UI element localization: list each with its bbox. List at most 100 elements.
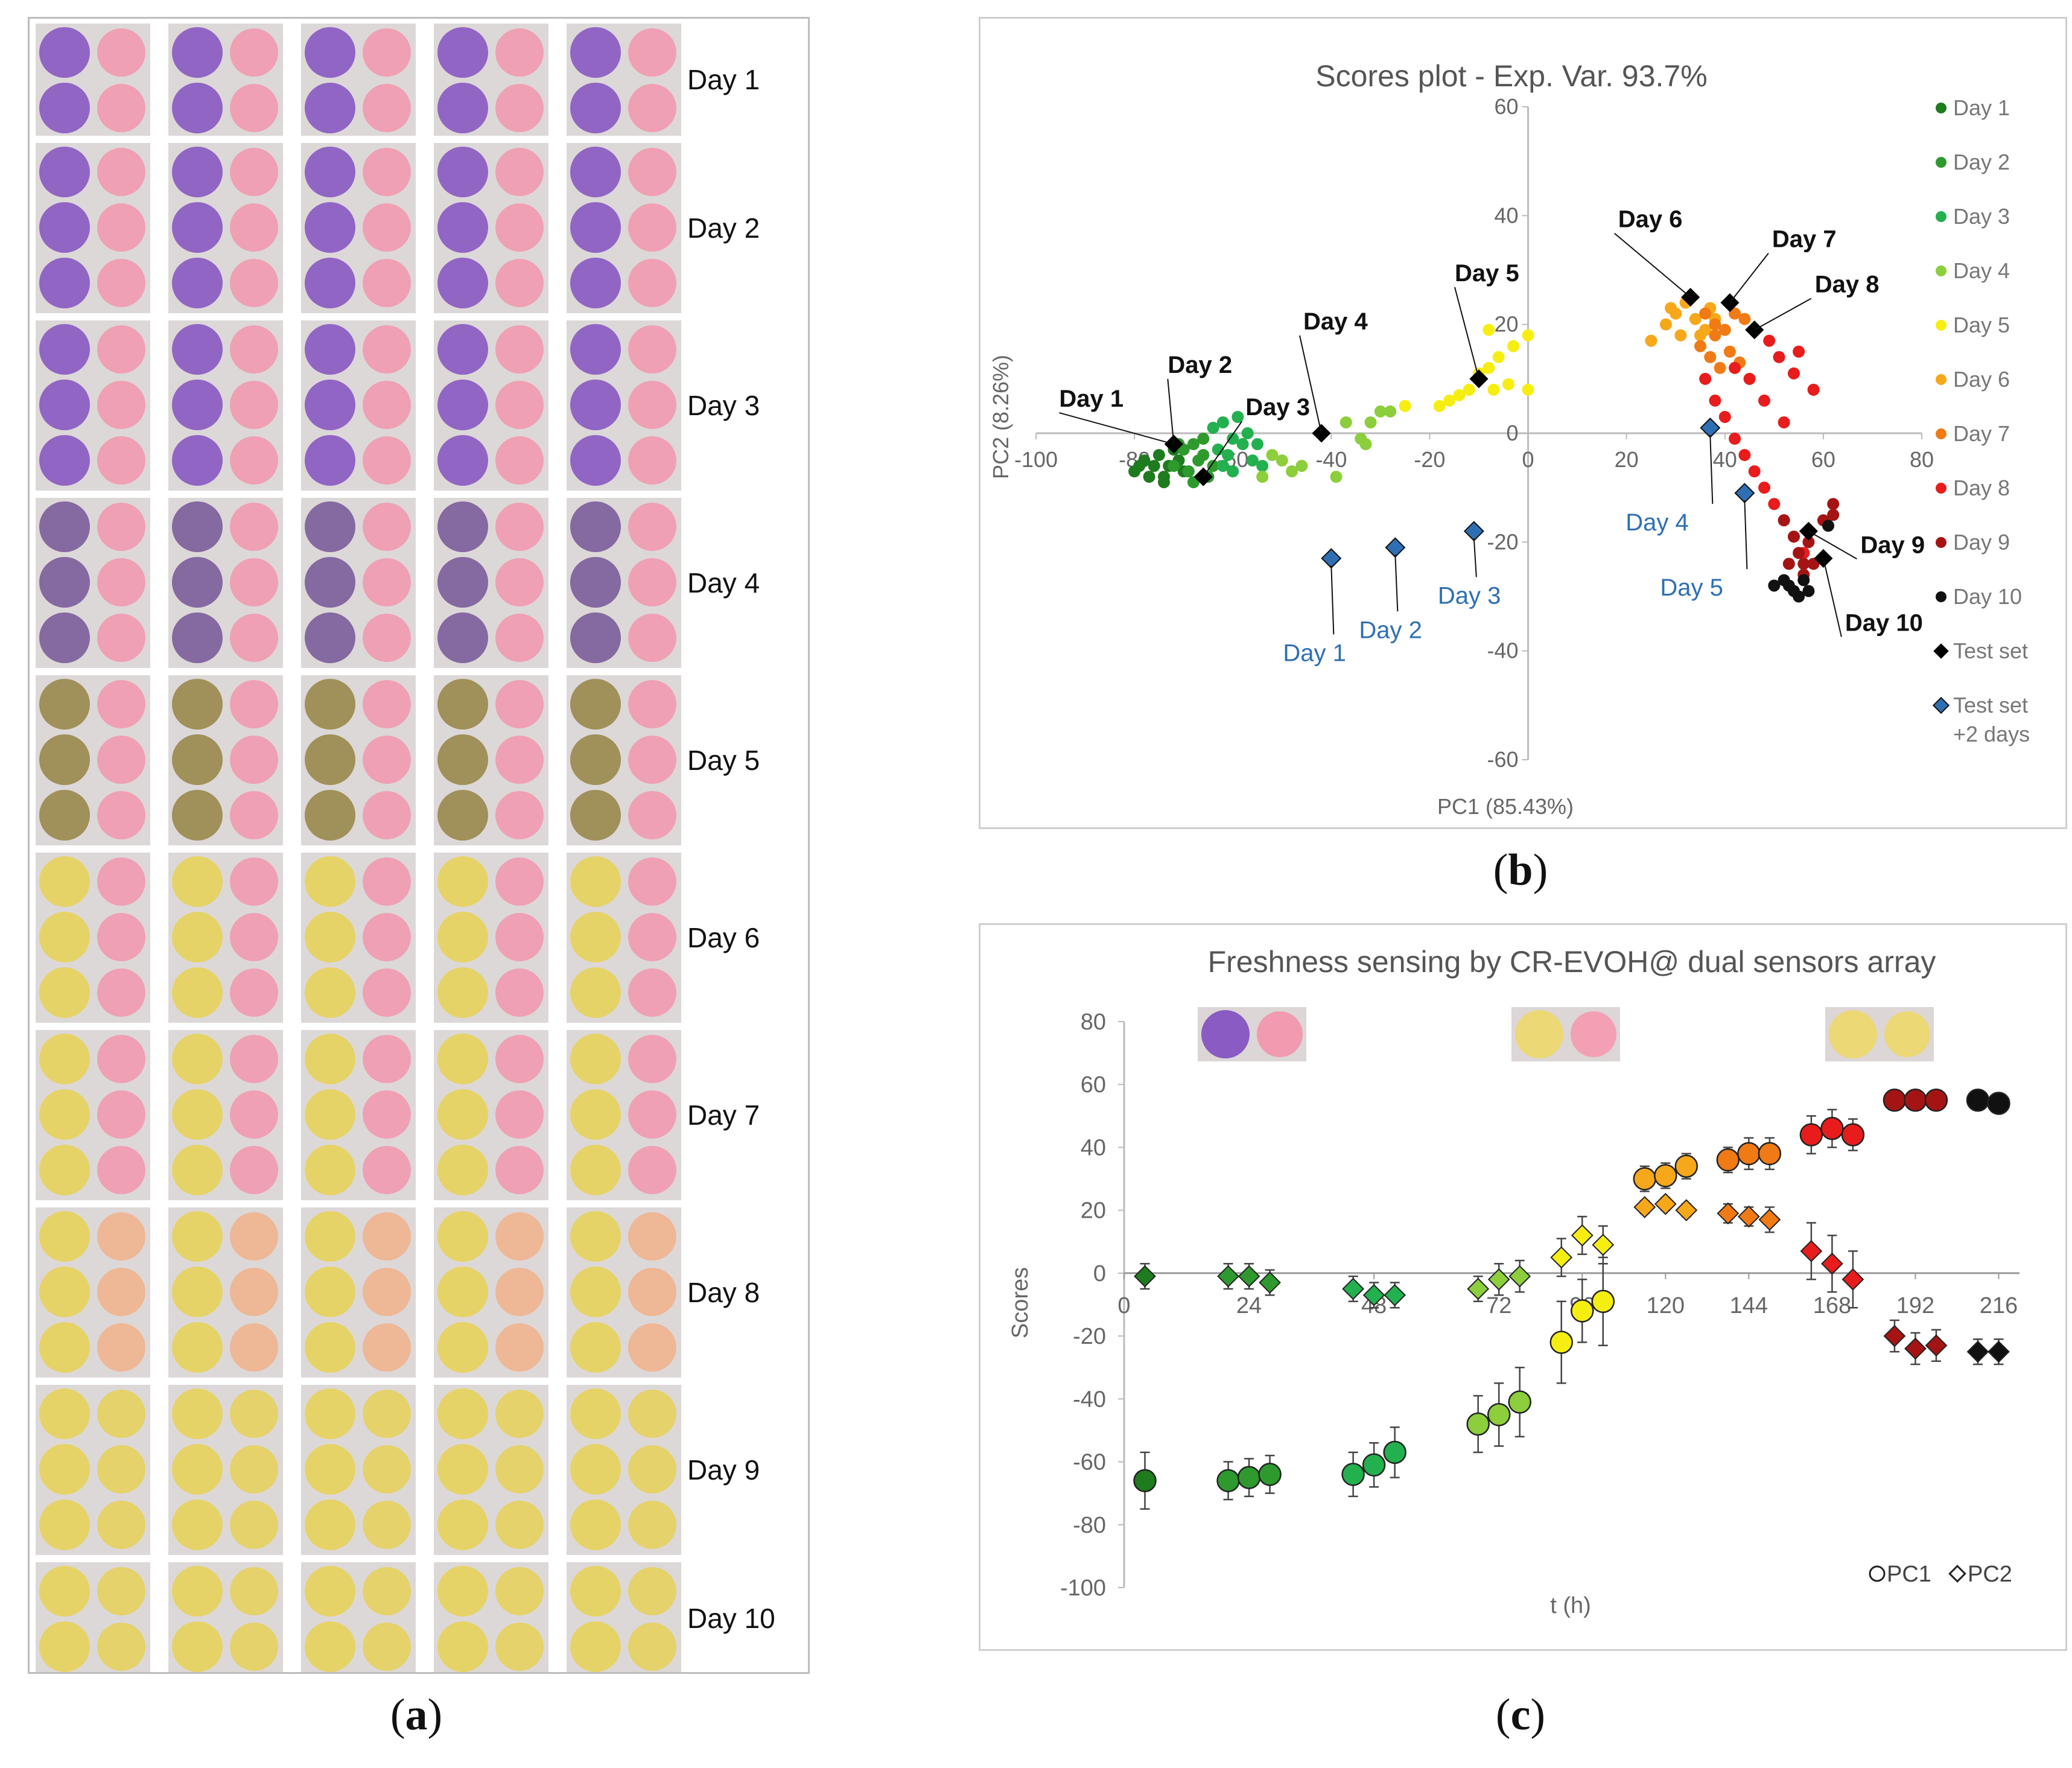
sensor-spot-right: [363, 436, 411, 485]
sensor-spot-right: [230, 503, 278, 551]
sensor-spot-right: [495, 84, 544, 132]
sensor-spot-right: [628, 913, 676, 961]
sensor-spot-left: [305, 435, 355, 486]
data-point: [1227, 465, 1239, 478]
sensor-spot-right: [363, 325, 411, 374]
data-point: [1797, 558, 1810, 570]
data-point: [1197, 449, 1210, 462]
panel-a-photo-grid: Day 1 Day 2 Day 3 Day 4 Day 5 Day 6 Day 7 Day 8…: [28, 17, 810, 1674]
data-point: [1212, 444, 1224, 456]
day-row-label: Day 8: [687, 1277, 760, 1308]
x-tick-label: 24: [1236, 1293, 1262, 1318]
data-point: [1276, 454, 1288, 467]
pc2-point: [1988, 1340, 2010, 1363]
data-point: [1251, 438, 1263, 451]
sensor-spot-right: [97, 28, 145, 77]
sensor-spot-right: [97, 791, 145, 839]
sensor-spot-left: [305, 1145, 355, 1195]
data-point: [1768, 579, 1781, 592]
sensor-spot-left: [570, 790, 621, 841]
sensor-spot-right: [628, 1623, 676, 1671]
data-point: [1793, 590, 1805, 603]
sensor-spot-right: [495, 148, 544, 196]
sensor-spot-right: [230, 28, 278, 77]
sensor-spot-right: [230, 1623, 278, 1671]
test-set-leader: [1059, 412, 1174, 445]
x-tick-label: -40: [1315, 447, 1347, 472]
test-set-leader: [1454, 287, 1479, 380]
sensor-spot-left: [437, 435, 488, 486]
data-point: [1433, 399, 1446, 412]
data-point: [1507, 340, 1520, 352]
sensor-spot-left: [570, 1444, 621, 1495]
pc2-point: [1342, 1277, 1365, 1300]
y-tick-label: 60: [1495, 94, 1519, 119]
sensor-spot-left: [172, 679, 223, 730]
freshness-plot-xlabel: t (h): [1550, 1593, 1591, 1618]
sensor-spot-right: [495, 968, 544, 1017]
sensor-spot-left: [570, 1034, 621, 1084]
thumbnail-spot-left: [1829, 1010, 1877, 1058]
sensor-spot-left: [437, 790, 488, 841]
sensor-spot-left: [305, 734, 355, 785]
pc1-point: [1716, 1148, 1740, 1172]
sensor-spot-left: [172, 1388, 223, 1439]
sensor-spot-right: [363, 381, 411, 429]
data-point: [1758, 482, 1771, 494]
legend-marker: [1936, 483, 1946, 494]
data-point: [1782, 558, 1795, 570]
sensor-thumbnail-3: [1825, 1007, 1934, 1061]
sensor-spot-left: [437, 912, 488, 962]
x-tick-label: 0: [1117, 1293, 1130, 1318]
sensor-spot-left: [570, 258, 621, 308]
data-point: [1168, 460, 1180, 472]
legend-marker: [1936, 320, 1946, 331]
sensor-spot-left: [39, 202, 90, 253]
thumbnail-spot-left: [1201, 1010, 1250, 1058]
data-point: [1207, 460, 1219, 472]
thumbnail-spot-right: [1884, 1011, 1930, 1057]
data-point: [1694, 329, 1706, 342]
data-point: [1694, 340, 1706, 352]
legend-marker: [1936, 211, 1946, 222]
sensor-spot-right: [628, 381, 676, 429]
sensor-spot-right: [495, 1090, 544, 1139]
sensor-spot-left: [437, 1089, 488, 1140]
data-point: [1699, 307, 1712, 320]
x-tick-label: 144: [1730, 1293, 1768, 1318]
sensor-spot-left: [172, 1621, 223, 1672]
legend-label: Day 1: [1953, 95, 2010, 120]
sensor-spot-left: [39, 1034, 90, 1084]
sensor-spot-left: [570, 380, 621, 430]
data-point: [1787, 530, 1800, 543]
test-set-leader: [1822, 558, 1842, 637]
sensor-spot-right: [97, 259, 145, 307]
legend-pc2-label: PC2: [1968, 1562, 2012, 1587]
sensor-spot-left: [437, 967, 488, 1018]
data-point: [1133, 460, 1146, 472]
panel-b-scores-plot: Scores plot - Exp. Var. 93.7% PC1 (85.43…: [979, 17, 2067, 829]
legend-marker: [1936, 157, 1946, 168]
sensor-spot-right: [628, 1090, 676, 1139]
sensor-spot-right: [495, 1146, 544, 1194]
sensor-spot-right: [230, 791, 278, 839]
sensor-spot-right: [495, 325, 544, 374]
sensor-spot-left: [172, 202, 223, 253]
test-set-label: Day 3: [1245, 394, 1310, 421]
test-set-label: Day 4: [1303, 308, 1368, 335]
test-set-plus2-label: Day 5: [1660, 574, 1723, 601]
sensor-spot-right: [230, 1323, 278, 1372]
series-day-6: [1645, 291, 1721, 347]
sensor-spot-right: [495, 259, 544, 307]
sensor-spot-right: [230, 203, 278, 252]
data-point: [1482, 361, 1495, 374]
sensor-spot-left: [39, 83, 90, 133]
sensor-spot-left: [437, 734, 488, 785]
sensor-spot-right: [97, 148, 145, 196]
sensor-spot-right: [363, 680, 411, 728]
legend-label: Day 4: [1953, 258, 2010, 283]
x-tick-label: 168: [1813, 1293, 1851, 1318]
data-point: [1522, 329, 1534, 342]
y-tick-label: 40: [1495, 203, 1519, 227]
sensor-spot-right: [97, 680, 145, 728]
